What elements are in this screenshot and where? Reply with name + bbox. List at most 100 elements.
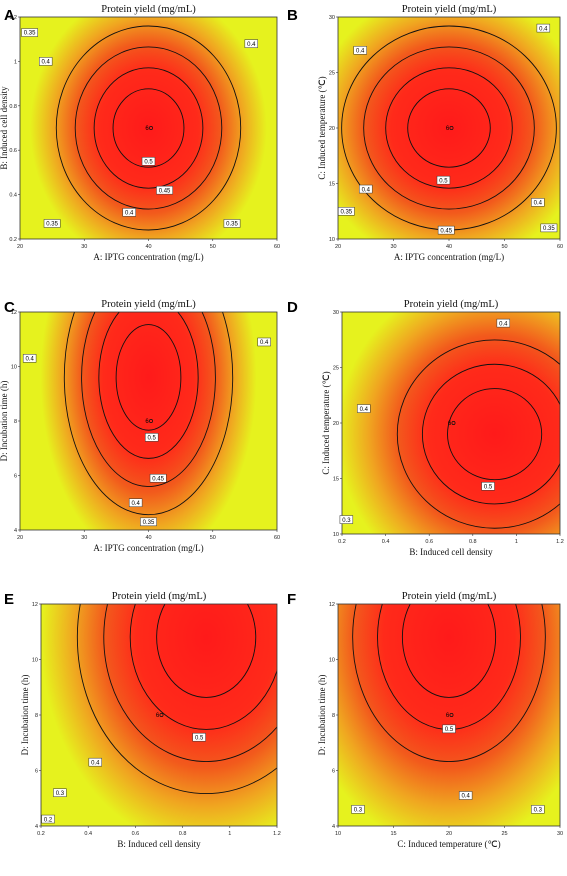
panel-letter: D: [287, 299, 298, 316]
contour-label: 0.4: [499, 321, 508, 327]
contour-plot: 0.4 0.4 0.5 0.45 0.4 0.35 6 Protein yield (mg/m…: [0, 299, 280, 553]
contour-label: 0.4: [247, 42, 256, 48]
contour-label-box: [140, 517, 157, 527]
x-tick-label: 15: [390, 831, 396, 837]
x-tick-label: 30: [557, 831, 563, 837]
x-tick-label: 1: [515, 539, 518, 545]
y-tick-label: 0.6: [9, 148, 17, 154]
chart-title: Protein yield (mg/mL): [112, 591, 207, 602]
contour-label: 0.35: [143, 520, 155, 526]
x-tick-label: 0.4: [382, 539, 390, 545]
x-tick-label: 20: [17, 244, 23, 250]
y-tick-label: 0.2: [9, 237, 17, 243]
optimum-point: [449, 713, 454, 717]
optimum-point: [449, 126, 454, 130]
x-tick-label: 20: [17, 535, 23, 541]
response-surface-fill: [20, 17, 277, 239]
optimum-count-label: 6: [156, 713, 160, 719]
contour-label-box: [540, 223, 558, 233]
y-tick-label: 10: [329, 658, 335, 664]
contour-line-0_5: [112, 88, 185, 168]
contour-label: 0.4: [461, 794, 470, 800]
contour-label-box: [39, 57, 53, 66]
x-tick-label: 0.8: [179, 831, 187, 837]
x-axis-label: A: IPTG concentration (mg/L): [93, 543, 203, 553]
y-tick-label: 4: [332, 824, 335, 830]
contour-label: 0.35: [340, 209, 352, 215]
y-axis-label: D: Incubation time (h): [20, 675, 30, 756]
y-tick-label: 8: [332, 713, 335, 719]
contour-label: 0.3: [56, 791, 65, 797]
contour-label-box: [536, 23, 551, 33]
contour-label-box: [21, 28, 38, 37]
chart-title: Protein yield (mg/mL): [101, 4, 196, 15]
contour-plot: 0.4 0.4 0.5 0.3 6 Protein yield (mg/mL) 0.2 0.4…: [321, 299, 564, 557]
optimum-count-label: 6: [446, 713, 450, 719]
contour-line-0_45: [93, 67, 204, 189]
panel-letter: A: [4, 7, 15, 24]
contour-line-0_3: [352, 604, 546, 762]
y-tick-label: 30: [333, 310, 339, 316]
contour-label-box: [41, 814, 55, 824]
x-axis-label: A: IPTG concentration (mg/L): [394, 252, 504, 262]
contour-label: 0.35: [543, 226, 555, 232]
contour-label: 0.35: [24, 31, 36, 37]
optimum-count-label: 6: [446, 126, 450, 132]
contour-line-0_35: [63, 312, 234, 516]
contour-line-0_5: [407, 88, 491, 168]
contour-label: 0.35: [46, 222, 58, 228]
contour-label: 0.45: [152, 476, 164, 482]
contour-line-0_5: [115, 324, 182, 431]
y-axis-label: C: Induced temperature (℃): [321, 371, 331, 474]
response-surface-fill: [342, 312, 560, 534]
contour-label-box: [437, 225, 455, 235]
y-tick-label: 0.8: [9, 104, 17, 110]
y-tick-label: 6: [332, 769, 335, 775]
chart-panel-f: F 0.5 0.4 0.3 0.3 6 Protein yield (mg/mL) 10 15 2…: [283, 584, 567, 876]
x-axis-label: B: Induced cell density: [117, 839, 201, 849]
x-tick-label: 20: [446, 831, 452, 837]
contour-label: 0.45: [159, 188, 171, 194]
y-tick-label: 8: [14, 419, 17, 425]
contour-label: 0.4: [25, 357, 34, 363]
y-tick-label: 0.4: [9, 193, 17, 199]
optimum-count-label: 6: [448, 421, 452, 427]
contour-label-box: [53, 788, 67, 797]
contour-label-box: [141, 157, 156, 166]
contour-label: 0.3: [354, 808, 363, 814]
x-tick-label: 50: [210, 535, 216, 541]
contour-label: 0.4: [42, 60, 51, 66]
y-tick-label: 30: [329, 15, 335, 21]
y-tick-label: 25: [333, 366, 339, 372]
contour-label: 0.2: [44, 817, 53, 823]
x-tick-label: 10: [335, 831, 341, 837]
chart-title: Protein yield (mg/mL): [402, 591, 497, 602]
x-tick-label: 0.6: [132, 831, 140, 837]
x-tick-label: 1.2: [556, 539, 564, 545]
contour-label-box: [359, 184, 373, 194]
y-tick-label: 6: [14, 474, 17, 480]
contour-label: 0.5: [195, 735, 204, 741]
contour-line-0_45: [98, 312, 199, 459]
x-tick-label: 60: [274, 535, 280, 541]
contour-label: 0.4: [131, 501, 140, 507]
x-axis-label: C: Induced temperature (℃): [397, 839, 500, 849]
y-axis-label: D: Incubation time (h): [317, 675, 327, 756]
x-tick-label: 60: [557, 244, 563, 250]
contour-label: 0.5: [445, 727, 454, 733]
x-tick-label: 0.4: [84, 831, 92, 837]
contour-label-box: [357, 404, 371, 413]
x-tick-label: 1.2: [273, 831, 281, 837]
contour-label: 0.5: [148, 436, 157, 442]
x-axis-label: B: Induced cell density: [409, 547, 493, 557]
y-tick-label: 1: [14, 59, 17, 65]
response-surface-fill: [338, 604, 560, 826]
contour-label-box: [458, 791, 473, 800]
contour-line-0_4: [129, 604, 277, 730]
contour-label: 0.3: [342, 518, 351, 524]
chart-panel-b: B 0.4 0.4 0.5 0.4 0.35 0.45 0.4 0.35 6 Protein yie…: [283, 0, 567, 292]
optimum-point: [159, 713, 164, 717]
panel-letter: E: [4, 591, 15, 608]
contour-line-0_4: [81, 312, 216, 487]
chart-title: Protein yield (mg/mL): [402, 4, 497, 15]
